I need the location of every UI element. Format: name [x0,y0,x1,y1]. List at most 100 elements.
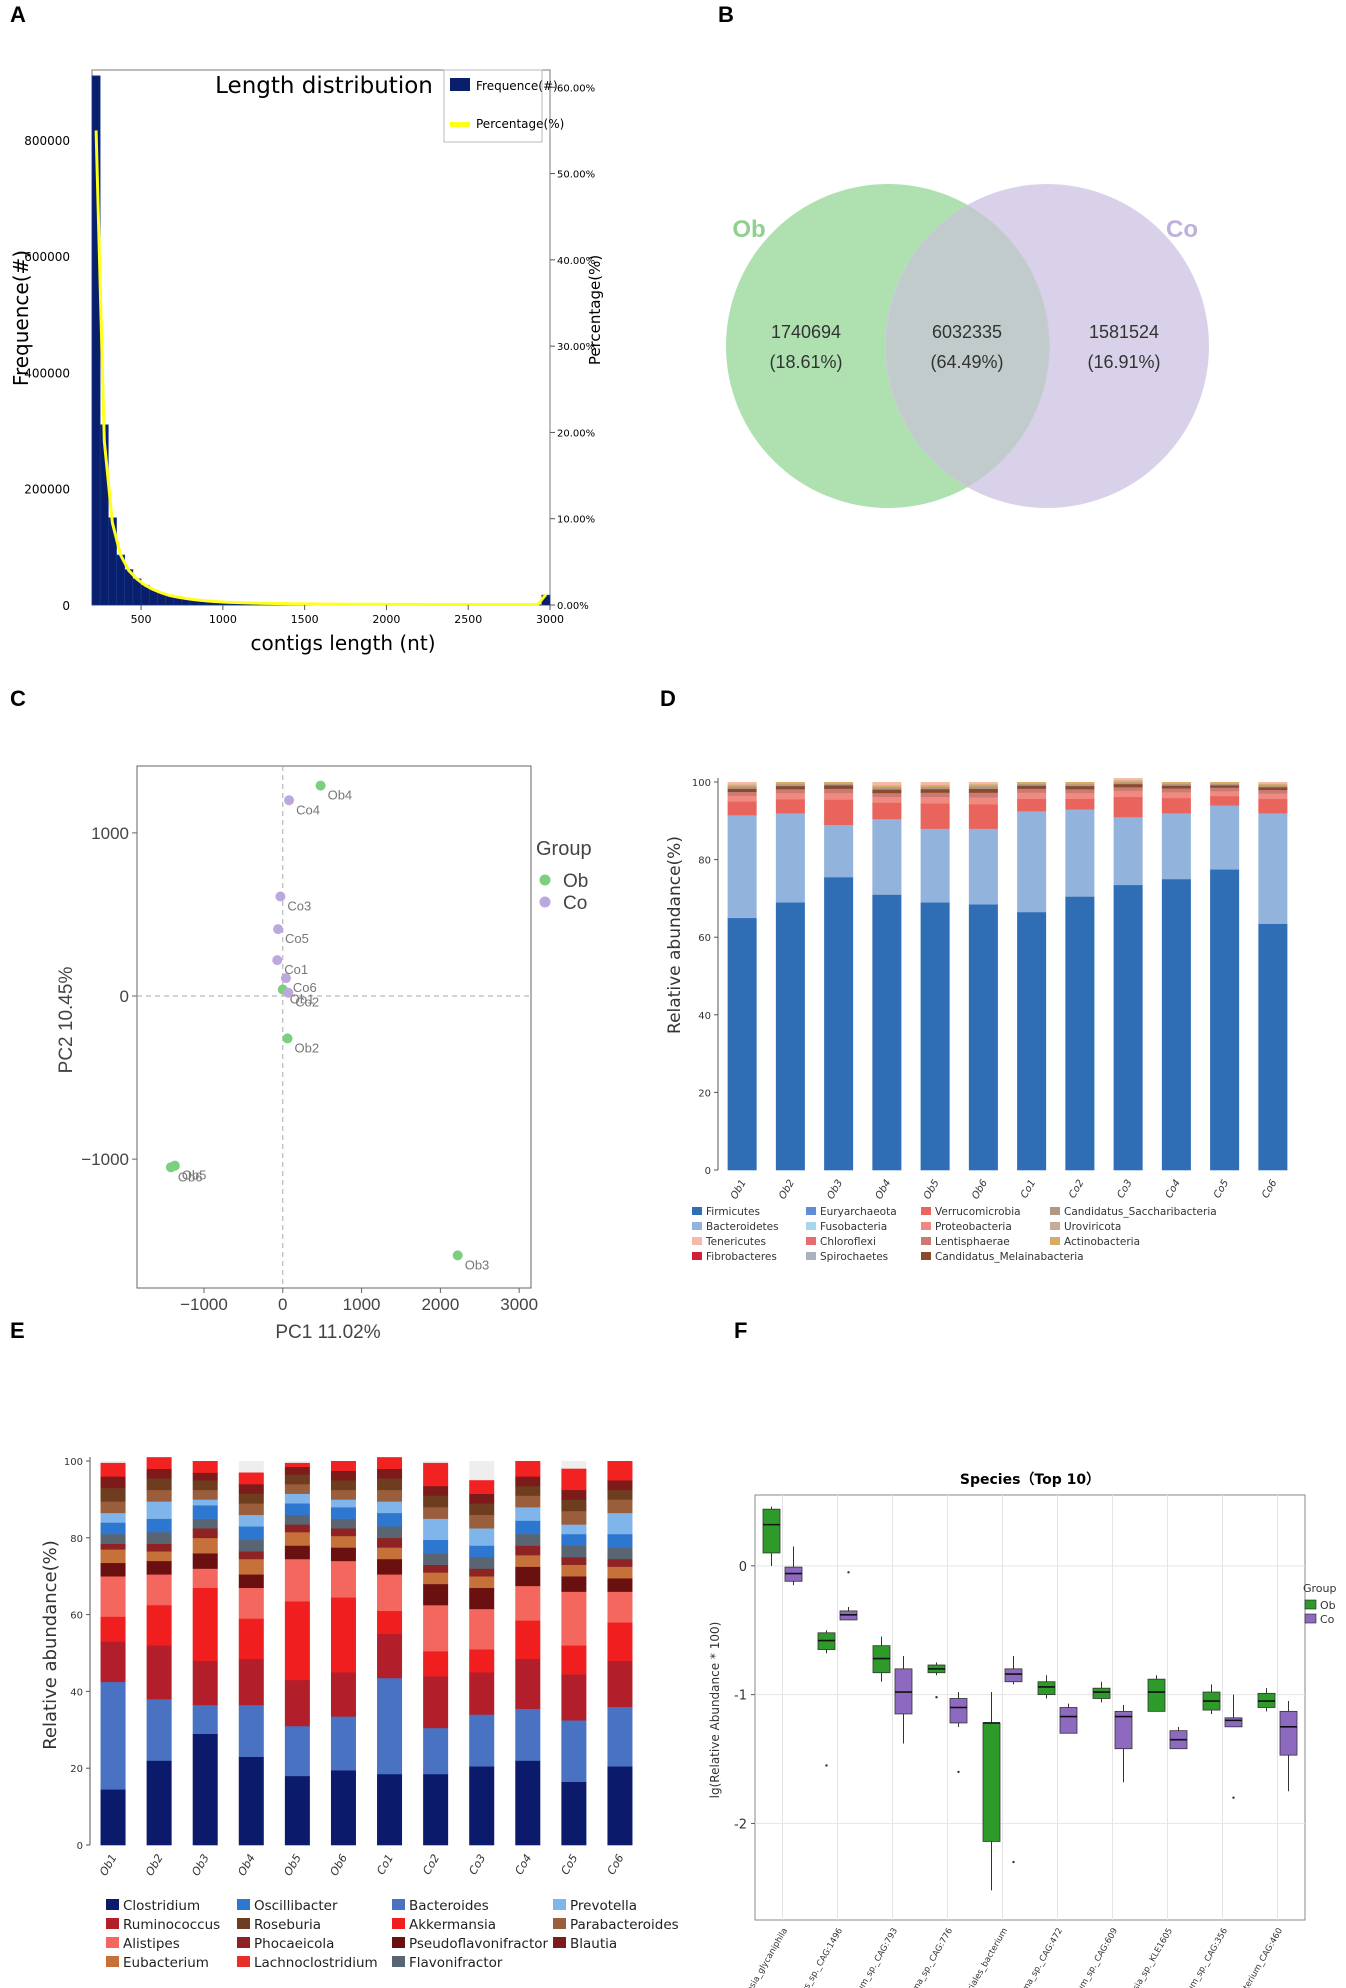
x-tick-label: 1500 [291,613,319,626]
segment-roseburia-co3 [469,1503,495,1516]
legend-swatch-phocaeicola [237,1937,250,1948]
segment-pseudoflavonifractor-co3 [469,1587,495,1610]
segment-proteobacteria-ob1 [727,795,757,802]
outlier-point [847,1571,850,1574]
segment-verrucomicrobia-co6 [1258,798,1288,814]
y-axis-label: PC2 10.45% [56,967,77,1074]
segment-firmicutes-ob5 [920,902,950,1171]
point-label-co3: Co3 [287,899,311,914]
y2-tick-label: 10.00% [557,515,595,526]
segment-phocaeicola-ob2 [146,1543,172,1552]
x-axis-label: PC1 11.02% [275,1322,380,1343]
segment-clostridium-ob3 [192,1733,218,1846]
segment-prevotella-co6 [607,1512,633,1535]
outlier-point [935,1695,938,1699]
venn-shared-percent: (64.49%) [930,352,1003,372]
venn-ob-only-percent: (18.61%) [769,352,842,372]
segment-bacteroides-co6 [607,1706,633,1767]
segment-phocaeicola-co1 [377,1537,403,1548]
segment-other-co3 [469,1480,495,1494]
segment-lentisphaerae-ob2 [775,788,805,794]
segment-akkermansia-co5 [561,1645,587,1675]
segment-pseudoflavonifractor-ob1 [100,1562,126,1577]
segment-lentisphaerae-co3 [1113,787,1143,791]
segment-other-co6 [607,1461,633,1481]
segment-ruminococcus-ob5 [284,1679,310,1727]
segment-eubacterium-ob6 [330,1535,356,1548]
segment-roseburia-ob1 [100,1487,126,1502]
x-tick-label: Mycoplasma_sp._CAG:776 [891,1927,955,1988]
segment-akkermansia-ob6 [330,1597,356,1673]
segment-parabacteroides-ob3 [192,1489,218,1500]
segment-lentisphaerae-ob4 [872,792,902,798]
segment-bacteroidetes-co5 [1210,805,1240,870]
y-tick-label: 20 [698,1088,711,1099]
segment-alistipes-ob5 [284,1558,310,1602]
segment-verrucomicrobia-ob5 [920,803,950,829]
segment-eubacterium-ob2 [146,1551,172,1562]
segment-clostridium-co2 [423,1773,449,1846]
segment-bacteroidetes-co1 [1017,811,1047,913]
outlier-point [1232,1796,1235,1799]
segment-proteobacteria-co4 [1161,792,1191,799]
segment-ruminococcus-co3 [469,1672,495,1715]
segment-firmicutes-co3 [1113,884,1143,1171]
segment-tenericutes-ob6 [968,782,998,785]
box-co-flavobacteriales-bacterium [1004,1668,1023,1683]
segment-parabacteroides-co5 [561,1510,587,1525]
segment-other-ob6 [330,1461,356,1471]
legend-swatch-actinobacteria [1050,1237,1060,1245]
legend-label-candidatus-saccharibacteria: Candidatus_Saccharibacteria [1064,1206,1217,1218]
legend-swatch-lachnoclostridium [237,1956,250,1967]
point-label-co6: Co6 [293,980,317,995]
legend-swatch-lentisphaerae [921,1237,931,1245]
point-co2 [283,987,294,998]
y-tick-label: 40 [70,1687,83,1698]
segment-oscillibacter-co2 [423,1539,449,1554]
x-tick-label: 3000 [536,613,564,626]
venn-intersection [885,205,1050,487]
legend-swatch-pseudoflavonifractor [392,1937,405,1948]
segment-blautia-co1 [377,1468,403,1479]
segment-candidatus-saccharibacteria-co4 [1161,783,1191,786]
segment-bacteroides-ob3 [192,1704,218,1734]
y-tick-label: 60 [698,933,711,944]
segment-bacteroides-co1 [377,1677,403,1775]
legend-label-lachnoclostridium: Lachnoclostridium [254,1955,378,1971]
segment-oscillibacter-co6 [607,1533,633,1548]
segment-prevotella-ob1 [100,1512,126,1523]
segment-verrucomicrobia-co2 [1065,798,1095,810]
legend-label-ruminococcus: Ruminococcus [123,1917,220,1933]
legend-label-blautia: Blautia [570,1936,617,1952]
segment-actinobacteria-co2 [1065,782,1095,785]
segment-proteobacteria-ob5 [920,796,950,804]
segment-ruminococcus-co1 [377,1633,403,1679]
segment-candidatus-melainabacteria-ob4 [872,789,902,794]
segment-parabacteroides-ob6 [330,1489,356,1500]
segment-parabacteroides-ob2 [146,1489,172,1502]
segment-verrucomicrobia-ob2 [775,799,805,814]
legend-label-parabacteroides: Parabacteroides [570,1917,679,1933]
legend-swatch-oscillibacter [237,1899,250,1910]
legend-label-co: Co [1320,1613,1335,1626]
legend-swatch-blautia [553,1937,566,1948]
segment-candidatus-melainabacteria-co5 [1210,785,1240,788]
y2-tick-label: 20.00% [557,428,595,439]
segment-prevotella-ob3 [192,1499,218,1506]
segment-blautia-ob3 [192,1472,218,1481]
segment-clostridium-ob6 [330,1770,356,1846]
panel-label-c: C [10,686,26,711]
segment-verrucomicrobia-co4 [1161,797,1191,814]
segment-prevotella-ob2 [146,1501,172,1519]
segment-candidatus-saccharibacteria-ob6 [968,785,998,789]
segment-blautia-ob5 [284,1466,310,1475]
y-axis-label: Frequence(#) [9,250,33,386]
segment-blautia-co2 [423,1485,449,1496]
segment-ruminococcus-co2 [423,1676,449,1729]
legend-label-proteobacteria: Proteobacteria [935,1221,1012,1233]
legend-swatch-parabacteroides [553,1918,566,1929]
segment-lentisphaerae-co5 [1210,787,1240,792]
x-tick-label: Clostridium_sp._CAG:609 [1058,1927,1120,1988]
segment-bacteroides-co2 [423,1727,449,1775]
box-ob-clostridium-sp-cag-609 [1092,1687,1111,1699]
